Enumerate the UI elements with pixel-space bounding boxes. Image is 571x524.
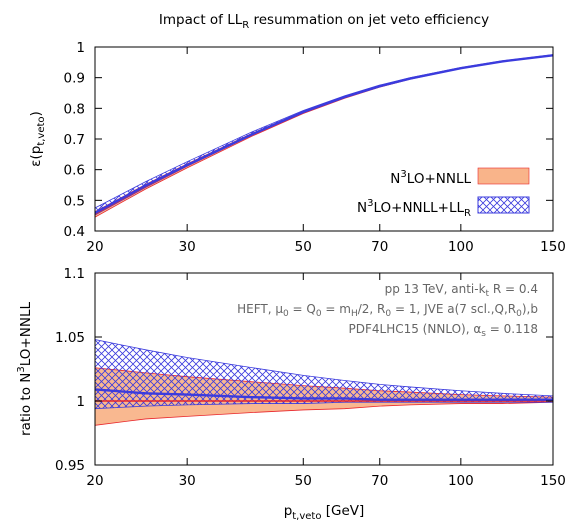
bottom-panel: 20 30 50 70 100 150 0.95 1 1.05 1.1	[55, 266, 566, 489]
bottom-x-tick-label: 20	[86, 473, 103, 489]
legend-label-nnll: N3LO+NNLL	[390, 169, 471, 187]
annotation-line-3: PDF4LHC15 (NNLO), αs = 0.118	[349, 322, 539, 339]
top-x-tick-label: 20	[86, 239, 103, 255]
bottom-y-tick-label: 1.05	[55, 330, 85, 346]
top-x-tick-label: 30	[179, 239, 196, 255]
legend-swatch-llr	[477, 196, 530, 214]
top-x-tick-label: 150	[540, 239, 566, 255]
bottom-y-axis-label: ratio to N3LO+NNLL	[16, 302, 34, 436]
bottom-x-tick-label: 70	[371, 473, 388, 489]
bottom-y-tick-label: 1	[76, 394, 85, 410]
top-y-tick-label: 0.8	[64, 101, 85, 117]
bottom-y-tick-label: 0.95	[55, 458, 85, 474]
top-y-tick-label: 0.6	[64, 163, 85, 179]
legend-entry-nnll: N3LO+NNLL	[390, 167, 530, 187]
top-x-tick-label: 100	[448, 239, 474, 255]
annotation-line-2: HEFT, μ0 = Q0 = mH/2, R0 = 1, JVE a(7 sc…	[237, 302, 538, 319]
bottom-band-llr	[95, 339, 553, 410]
legend-swatch-nnll	[477, 167, 530, 185]
top-y-tick-label: 0.5	[64, 193, 85, 209]
annotation-block: pp 13 TeV, anti-kt R = 0.4 HEFT, μ0 = Q0…	[237, 282, 538, 339]
top-x-tick-label: 50	[295, 239, 312, 255]
top-band-llr	[95, 54, 553, 216]
top-y-tick-label: 0.7	[64, 132, 85, 148]
top-x-tick-label: 70	[371, 239, 388, 255]
bottom-central-line-llr	[95, 388, 553, 401]
legend-label-llr: N3LO+NNLL+LLR	[357, 198, 471, 219]
top-band-nnll	[95, 54, 553, 218]
bottom-y-tick-label: 1.1	[64, 266, 85, 282]
top-y-axis-label: ε(pt,veto)	[28, 111, 47, 167]
top-y-tick-label: 0.9	[64, 71, 85, 87]
annotation-line-1: pp 13 TeV, anti-kt R = 0.4	[385, 282, 538, 299]
chart-title: Impact of LLR resummation on jet veto ef…	[159, 12, 489, 31]
top-central-line-nnll	[95, 54, 553, 215]
legend-entry-llr: N3LO+NNLL+LLR	[357, 196, 530, 219]
bottom-plot-frame	[94, 272, 554, 466]
top-y-tick-label: 0.4	[64, 224, 85, 240]
top-central-line-llr	[95, 54, 553, 214]
x-axis-label: pt,veto [GeV]	[284, 503, 365, 522]
bottom-x-tick-label: 150	[540, 473, 566, 489]
top-y-tick-label: 1	[76, 40, 85, 56]
bottom-x-tick-label: 30	[179, 473, 196, 489]
bottom-x-tick-label: 50	[295, 473, 312, 489]
top-panel: 20 30 50 70 100 150 0.4 0.5 0.6 0.7 0.8 0.9 1	[64, 40, 566, 255]
legend: N3LO+NNLL N3LO+NNLL+LLR	[357, 167, 530, 219]
bottom-x-tick-label: 100	[448, 473, 474, 489]
